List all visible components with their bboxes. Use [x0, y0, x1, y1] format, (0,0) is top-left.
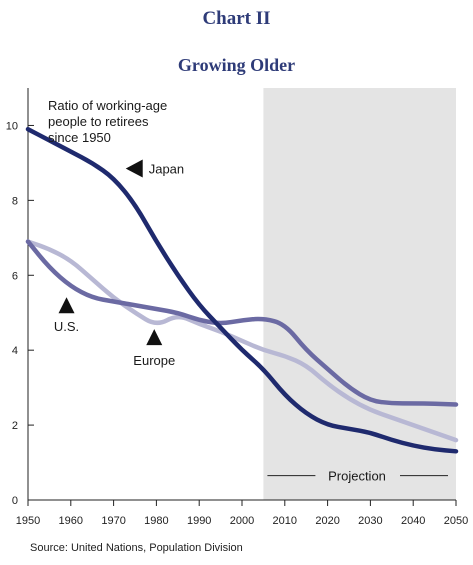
x-tick-label: 2020 — [315, 515, 339, 527]
x-tick-label: 2050 — [444, 515, 468, 527]
series-line-europe — [25, 239, 459, 443]
chart-annotation: since 1950 — [48, 130, 111, 145]
x-tick-label: 1950 — [16, 515, 40, 527]
x-tick-label: 2010 — [273, 515, 297, 527]
y-tick-label: 2 — [12, 420, 18, 432]
y-tick-label: 4 — [12, 345, 18, 357]
x-tick-label: 2030 — [358, 515, 382, 527]
series-label-japan: Japan — [149, 162, 184, 177]
series-line-japan — [25, 126, 459, 454]
x-tick-label: 1960 — [59, 515, 83, 527]
x-tick-label: 2040 — [401, 515, 425, 527]
legend-marker-us — [58, 297, 75, 314]
y-tick-label: 10 — [6, 120, 18, 132]
chart-number: Chart II — [202, 8, 271, 29]
y-tick-label: 0 — [12, 495, 18, 507]
y-tick-label: 8 — [12, 195, 18, 207]
series-label-us: U.S. — [54, 319, 79, 334]
x-tick-label: 2000 — [230, 515, 254, 527]
series-line-u-s — [25, 239, 459, 407]
x-tick-label: 1980 — [144, 515, 168, 527]
x-tick-label: 1990 — [187, 515, 211, 527]
projection-label: Projection — [328, 469, 386, 484]
chart-title: Growing Older — [177, 55, 296, 75]
y-tick-label: 6 — [12, 270, 18, 282]
projection-shade — [263, 88, 456, 500]
legend-marker-europe — [146, 329, 163, 346]
source-note: Source: United Nations, Population Divis… — [30, 542, 243, 554]
legend-marker-japan — [125, 159, 143, 178]
chart-annotation: Ratio of working-age — [48, 98, 167, 113]
x-tick-label: 1970 — [101, 515, 125, 527]
chart-annotation: people to retirees — [48, 114, 149, 129]
series-label-europe: Europe — [133, 353, 175, 368]
